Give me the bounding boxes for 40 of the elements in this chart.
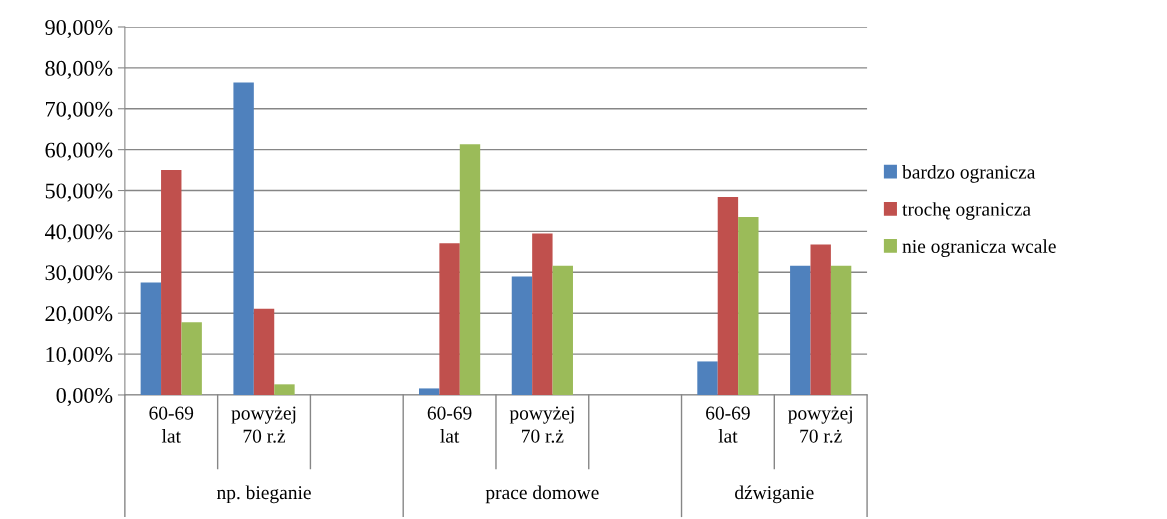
bar bbox=[790, 265, 811, 395]
y-tick-label: 40,00% bbox=[44, 224, 113, 243]
bar bbox=[181, 322, 202, 395]
x-tick-label: powyżej 70 r.ż bbox=[509, 406, 574, 443]
bar bbox=[459, 144, 481, 395]
bar bbox=[717, 197, 739, 395]
bar bbox=[140, 282, 162, 395]
y-tick-label: 10,00% bbox=[46, 347, 113, 366]
legend-label: bardzo ogranicza bbox=[902, 165, 1036, 183]
bar bbox=[552, 265, 573, 395]
bar bbox=[511, 276, 533, 395]
bar bbox=[810, 244, 831, 395]
y-tick-label: 90,00% bbox=[45, 19, 113, 39]
bar bbox=[233, 82, 254, 395]
text: prace domowe bbox=[485, 485, 599, 504]
bar bbox=[532, 233, 553, 395]
bar bbox=[274, 384, 295, 395]
y-tick-label: 70,00% bbox=[46, 101, 113, 120]
x-tick-label: 60-69 lat bbox=[427, 406, 472, 443]
text: np. bieganie bbox=[216, 485, 311, 504]
y-tick-label: 80,00% bbox=[45, 60, 113, 79]
bar bbox=[697, 361, 718, 395]
y-tick-label: 50,00% bbox=[45, 183, 113, 202]
legend-label: nie ogranicza wcale bbox=[902, 239, 1056, 257]
bar bbox=[253, 308, 275, 395]
bar bbox=[439, 243, 460, 395]
bar bbox=[830, 265, 852, 395]
legend-label: trochę ogranicza bbox=[902, 202, 1031, 220]
x-tick-label: 60-69 lat bbox=[706, 406, 750, 443]
x-tick-label: powyżej 70 r.ż bbox=[231, 406, 296, 443]
y-tick-label: 60,00% bbox=[45, 142, 113, 161]
bar bbox=[418, 388, 440, 395]
y-tick-label: 30,00% bbox=[45, 265, 113, 284]
bar bbox=[161, 170, 182, 395]
x-tick-label: 60-69 lat bbox=[149, 406, 194, 443]
y-tick-label: 0,00% bbox=[56, 387, 113, 407]
y-tick-label: 20,00% bbox=[45, 306, 113, 325]
x-tick-label: powyżej 70 r.ż bbox=[788, 406, 852, 443]
bar bbox=[738, 217, 759, 395]
text: dźwiganie bbox=[735, 485, 814, 504]
